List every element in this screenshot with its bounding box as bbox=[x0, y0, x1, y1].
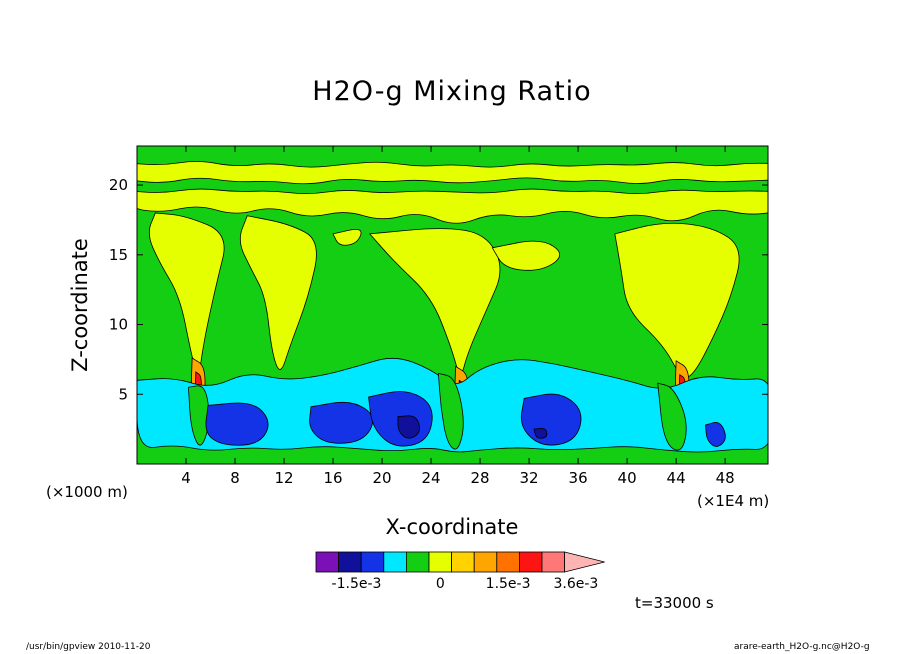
colorbar-label: 3.6e-3 bbox=[553, 576, 598, 592]
colorbar-extend-arrow bbox=[564, 551, 605, 573]
colorbar-label: 1.5e-3 bbox=[486, 576, 531, 592]
yellow-plume-4 bbox=[491, 240, 561, 271]
y-unit-label: (×1000 m) bbox=[46, 483, 128, 501]
yellow-plume-2 bbox=[368, 228, 501, 373]
contour-field bbox=[137, 146, 768, 464]
darkest-core bbox=[397, 415, 420, 439]
x-unit-label: (×1E4 m) bbox=[697, 492, 770, 510]
green-gap-right bbox=[657, 382, 687, 451]
x-tick-label: 36 bbox=[569, 469, 588, 487]
colorbar-label: 0 bbox=[436, 576, 445, 592]
colorbar-swatch bbox=[519, 551, 543, 573]
blue-core-0 bbox=[205, 402, 269, 446]
x-tick-label: 40 bbox=[618, 469, 637, 487]
footer-left: /usr/bin/gpview 2010-11-20 bbox=[26, 642, 151, 652]
colorbar-label: -1.5e-3 bbox=[332, 576, 382, 592]
colorbar-swatch bbox=[383, 551, 407, 573]
x-axis-label: X-coordinate bbox=[385, 515, 519, 539]
y-tick-label: 5 bbox=[118, 385, 128, 403]
x-tick-label: 12 bbox=[274, 469, 293, 487]
yellow-plume-1 bbox=[239, 215, 317, 370]
x-axis: 4 8 12 16 20 24 28 32 36 40 44 48 bbox=[181, 146, 735, 487]
colorbar-swatch bbox=[315, 551, 340, 573]
x-tick-label: 20 bbox=[373, 469, 392, 487]
yellow-plume-0 bbox=[148, 212, 225, 373]
x-tick-label: 8 bbox=[230, 469, 240, 487]
colorbar-swatch bbox=[473, 551, 498, 573]
y-tick-label: 15 bbox=[109, 246, 128, 264]
blue-core-4 bbox=[705, 422, 726, 447]
green-gap-center bbox=[437, 372, 464, 450]
colorbar-swatch bbox=[451, 551, 475, 573]
x-tick-label: 44 bbox=[667, 469, 686, 487]
chart-title: H2O-g Mixing Ratio bbox=[312, 76, 592, 107]
x-tick-label: 24 bbox=[422, 469, 441, 487]
dark-core-2 bbox=[533, 427, 548, 439]
colorbar-swatch bbox=[428, 551, 453, 573]
yellow-plume-5 bbox=[332, 228, 362, 246]
x-tick-label: 4 bbox=[181, 469, 191, 487]
y-axis: 5 10 15 20 bbox=[109, 176, 768, 403]
colorbar-swatch bbox=[360, 551, 385, 573]
colorbar-swatch bbox=[338, 551, 362, 573]
yellow-plume-3 bbox=[614, 222, 740, 378]
colorbar-swatch bbox=[496, 551, 520, 573]
time-label: t=33000 s bbox=[635, 594, 714, 612]
blue-core-1 bbox=[309, 401, 374, 444]
colorbar: -1.5e-3 0 1.5e-3 3.6e-3 bbox=[315, 551, 605, 592]
footer-right: arare-earth_H2O-g.nc@H2O-g bbox=[734, 642, 870, 652]
x-tick-label: 32 bbox=[520, 469, 539, 487]
x-tick-label: 48 bbox=[716, 469, 735, 487]
x-tick-label: 28 bbox=[471, 469, 490, 487]
upper-yellow-band bbox=[137, 161, 768, 224]
plot-frame bbox=[136, 145, 769, 465]
x-tick-label: 16 bbox=[323, 469, 342, 487]
y-axis-label: Z-coordinate bbox=[68, 238, 92, 372]
colorbar-swatch bbox=[405, 551, 430, 573]
y-tick-label: 10 bbox=[109, 316, 128, 334]
colorbar-swatch bbox=[541, 551, 566, 573]
upper-green-stripe bbox=[137, 177, 768, 195]
y-tick-label: 20 bbox=[109, 176, 128, 194]
